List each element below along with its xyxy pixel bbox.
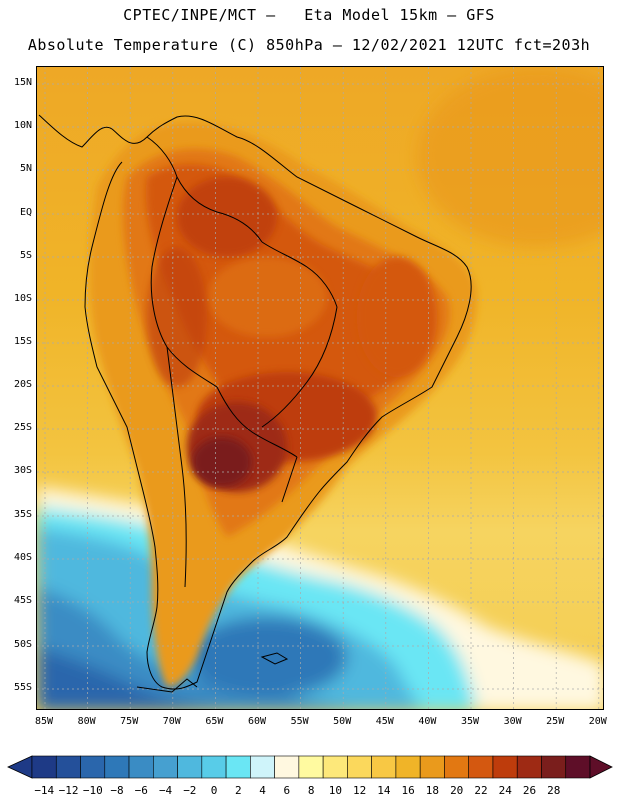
- lat-label-25s: 25S: [13, 422, 32, 433]
- lon-label-60w: 60W: [247, 716, 267, 727]
- lon-label-25w: 25W: [546, 716, 565, 727]
- lon-label-50w: 50W: [333, 716, 352, 727]
- colorbar-swatch: [419, 755, 445, 779]
- colorbar-high-arrow: [589, 755, 613, 779]
- colorbar-tick-label: 26: [522, 784, 537, 797]
- lon-label-85w: 85W: [34, 716, 54, 727]
- lat-label-50s: 50S: [13, 639, 32, 650]
- colorbar-tick-label: 22: [474, 784, 488, 797]
- lon-label-20w: 20W: [588, 716, 607, 727]
- colorbar-swatch: [80, 755, 106, 779]
- colorbar-tick-label: 6: [283, 784, 291, 797]
- colorbar-swatch: [516, 755, 542, 779]
- lon-label-45w: 45W: [375, 716, 394, 727]
- colorbar-swatch: [177, 755, 203, 779]
- lat-label-20s: 20S: [13, 379, 32, 390]
- colorbar-swatch: [225, 755, 251, 779]
- colorbar-swatch: [153, 755, 178, 779]
- lat-label-35s: 35S: [13, 509, 32, 520]
- colorbar-swatch: [347, 755, 372, 779]
- colorbar-tick-label: 16: [401, 784, 415, 797]
- lon-label-75w: 75W: [120, 716, 139, 727]
- graticule: [37, 67, 603, 709]
- colorbar-tick-label: −10: [82, 784, 103, 797]
- lat-label-5n: 5N: [19, 163, 32, 174]
- lon-label-70w: 70W: [162, 716, 181, 727]
- colorbar-tick-label: −14: [34, 784, 55, 797]
- colorbar-tick-label: 14: [377, 784, 391, 797]
- colorbar-tick-label: −2: [183, 784, 197, 797]
- colorbar-tick-label: 28: [547, 784, 561, 797]
- colorbar-swatch: [250, 755, 275, 779]
- lat-label-eq: EQ: [19, 207, 32, 218]
- colorbar-tick-label: 10: [328, 784, 343, 797]
- lat-label-15n: 15N: [13, 77, 32, 88]
- colorbar-tick-label: −6: [134, 784, 148, 797]
- colorbar-tick-label: 8: [307, 784, 315, 797]
- colorbar-low-arrow: [7, 755, 33, 779]
- colorbar-tick-label: 20: [450, 784, 464, 797]
- colorbar-tick-label: −4: [158, 784, 173, 797]
- colorbar-swatch: [565, 755, 591, 779]
- colorbar-swatch: [128, 755, 154, 779]
- coastline-outline: [38, 114, 472, 693]
- colorbar-swatch: [31, 755, 57, 779]
- colorbar-swatch: [395, 755, 421, 779]
- lon-label-65w: 65W: [205, 716, 224, 727]
- temperature-map: [36, 66, 604, 710]
- colorbar-swatch: [371, 755, 397, 779]
- lon-label-40w: 40W: [418, 716, 437, 727]
- colorbar-tick-label: 2: [235, 784, 242, 797]
- colorbar-swatch: [468, 755, 494, 779]
- colorbar-swatch: [322, 755, 348, 779]
- chart-title-line-1: CPTEC/INPE/MCT – Eta Model 15km – GFS: [123, 6, 495, 24]
- lat-label-15s: 15S: [13, 336, 32, 347]
- color-scale-bar: [7, 755, 613, 779]
- colorbar-tick-label: 18: [425, 784, 440, 797]
- lat-label-55s: 55S: [13, 682, 32, 693]
- chart-title-line-2: Absolute Temperature (C) 850hPa – 12/02/…: [27, 36, 591, 54]
- colorbar-tick-label: 12: [353, 784, 367, 797]
- colorbar-swatch: [541, 755, 567, 779]
- colorbar-swatch: [274, 755, 300, 779]
- colorbar-tick-label: 24: [498, 784, 512, 797]
- colorbar-swatch: [104, 755, 130, 779]
- lat-label-30s: 30S: [13, 465, 32, 476]
- colorbar-swatch: [492, 755, 518, 779]
- lat-label-45s: 45S: [13, 595, 32, 606]
- lon-label-35w: 35W: [460, 716, 480, 727]
- colorbar-tick-label: −12: [58, 784, 79, 797]
- lon-label-55w: 55W: [290, 716, 309, 727]
- lon-label-30w: 30W: [503, 716, 522, 727]
- lat-label-10s: 10S: [13, 293, 32, 304]
- lat-label-40s: 40S: [13, 552, 32, 563]
- colorbar-tick-label: 0: [210, 784, 218, 797]
- lon-label-80w: 80W: [77, 716, 96, 727]
- colorbar-swatch: [298, 755, 324, 779]
- lat-label-5s: 5S: [19, 250, 32, 261]
- colorbar-swatch: [55, 755, 81, 779]
- lat-label-10n: 10N: [13, 120, 32, 131]
- map-canvas: [37, 67, 603, 709]
- colorbar-swatch: [201, 755, 227, 779]
- colorbar-swatch: [444, 755, 469, 779]
- colorbar-tick-label: −8: [110, 784, 124, 797]
- colorbar-tick-label: 4: [259, 784, 266, 797]
